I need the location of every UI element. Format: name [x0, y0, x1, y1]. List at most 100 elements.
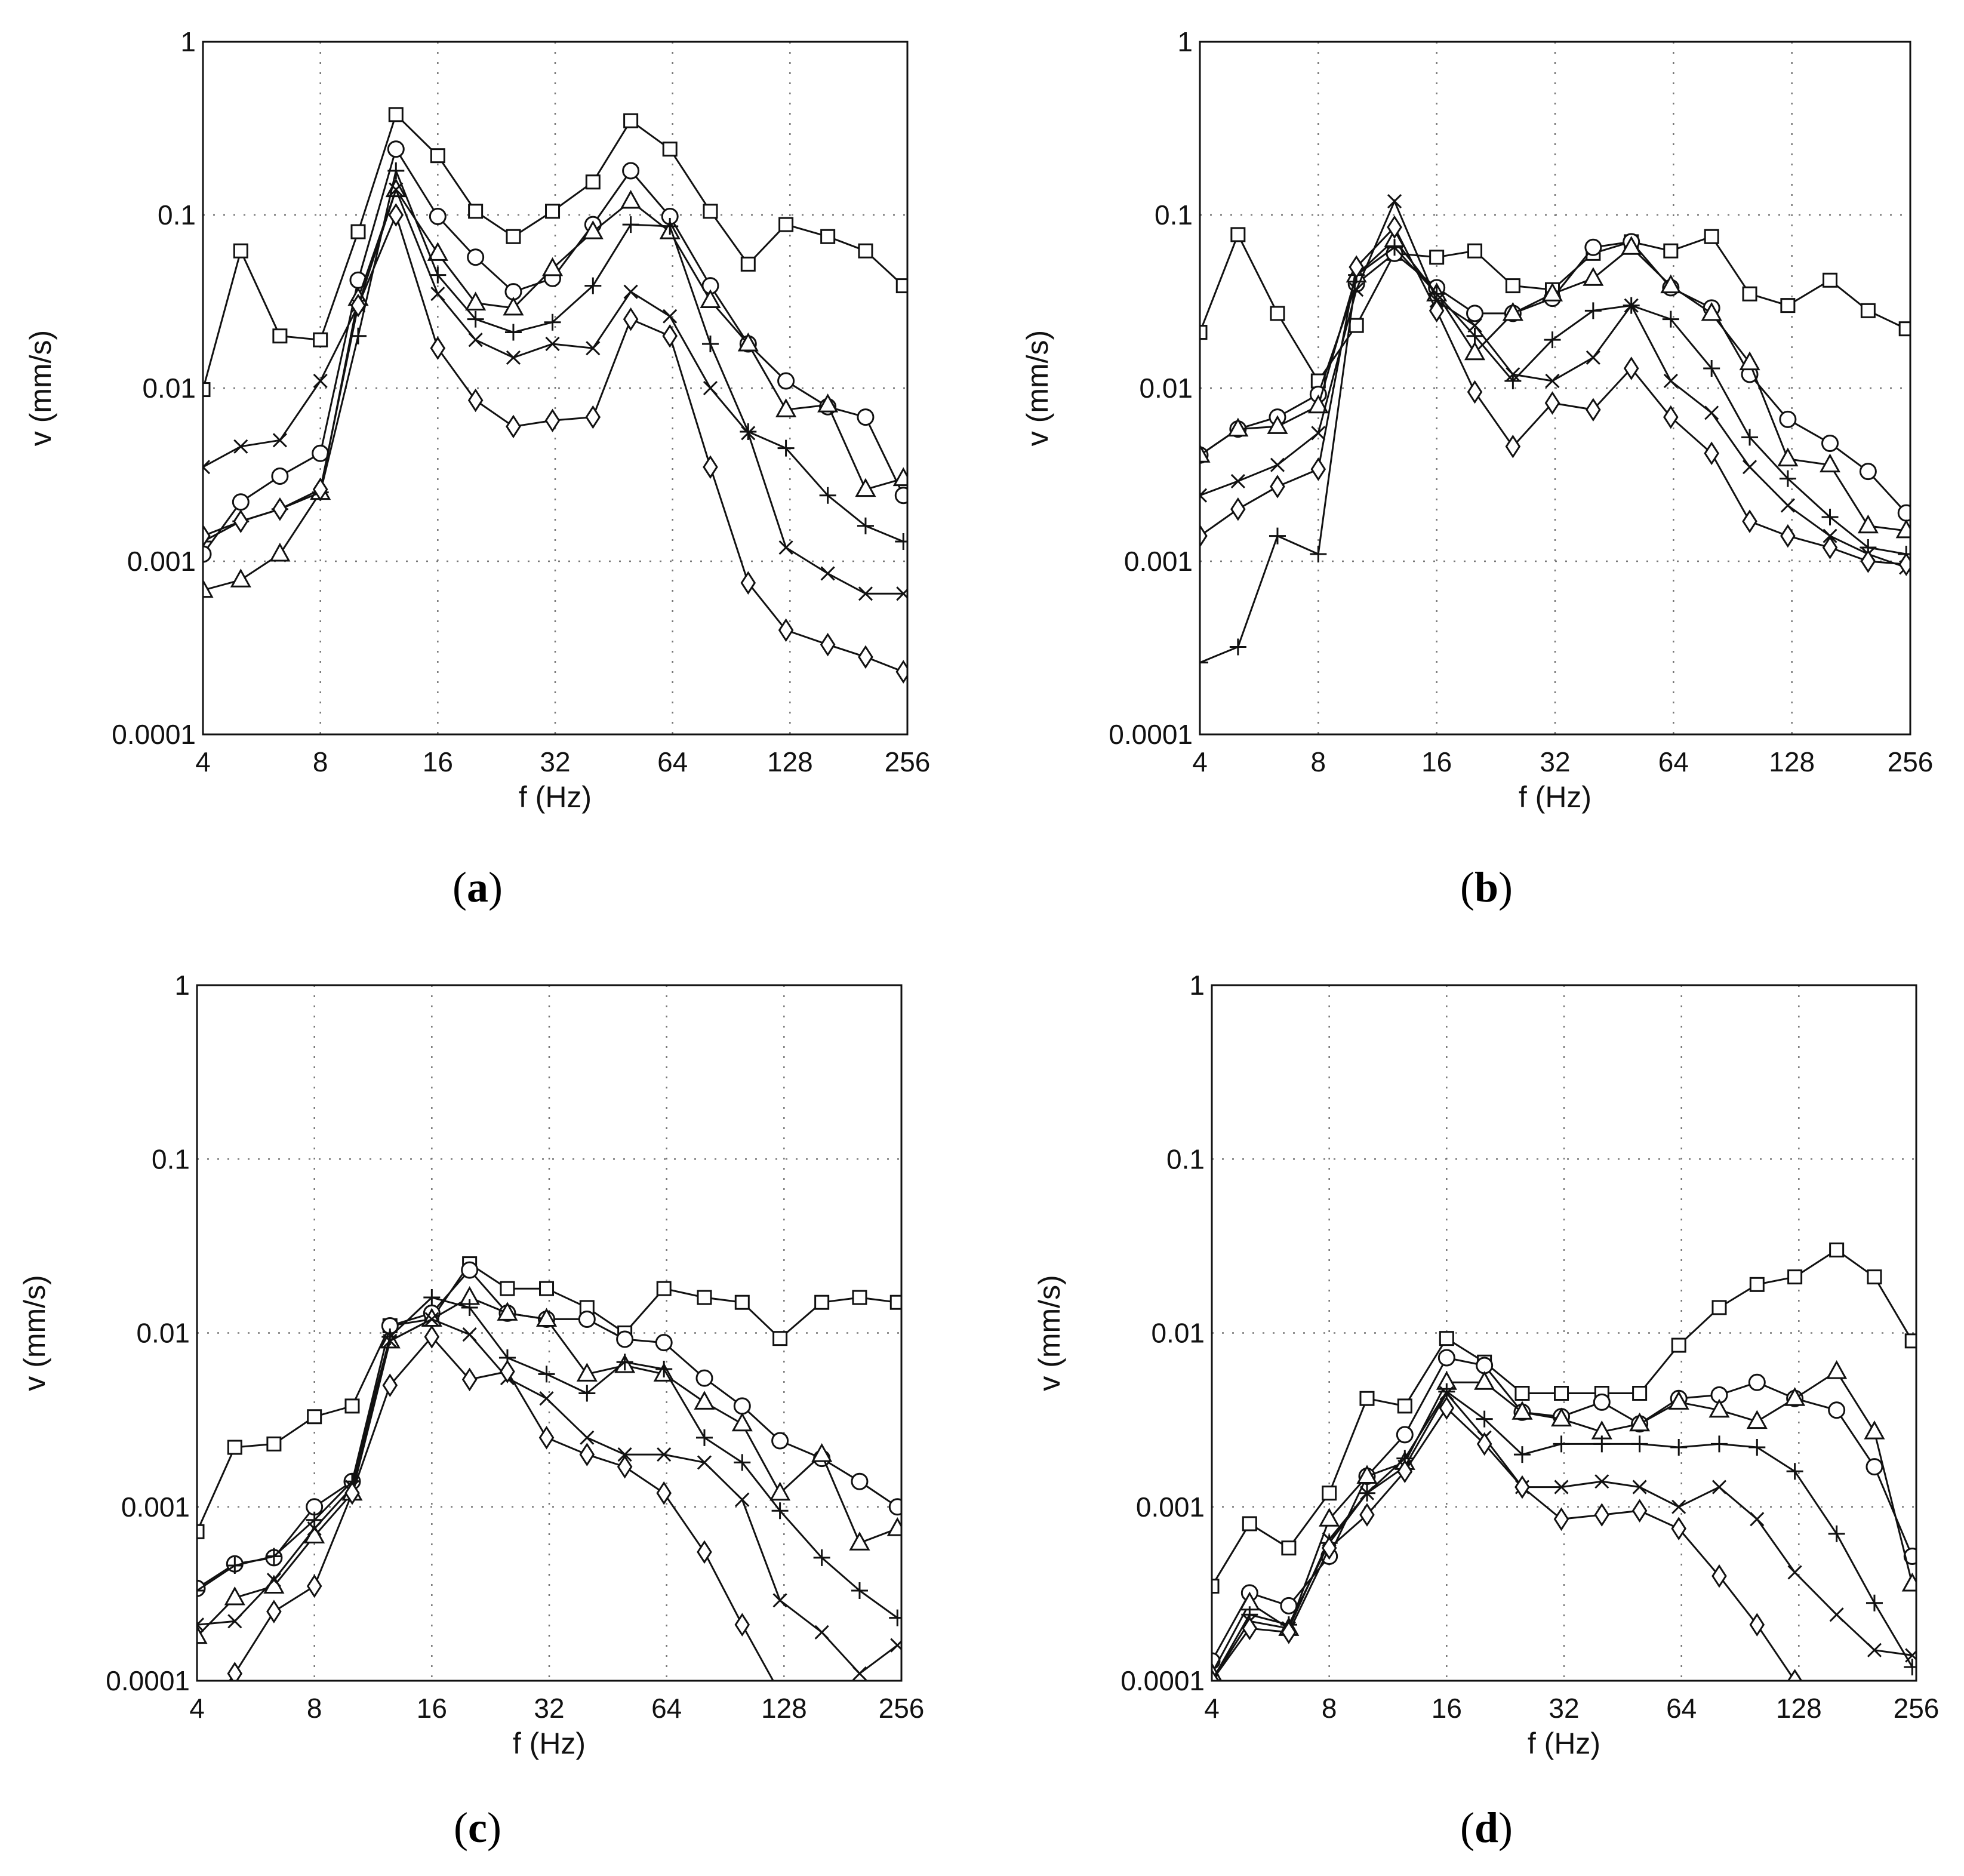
data-point-plus — [1269, 527, 1286, 545]
data-point-triangle — [427, 242, 448, 261]
data-point-plus — [197, 1582, 205, 1599]
x-axis-label: f (Hz) — [513, 1727, 586, 1760]
data-point-square — [1829, 1243, 1845, 1258]
panel-label-letter: b — [1474, 863, 1498, 911]
series-circle — [203, 140, 907, 563]
data-point-diamond — [1281, 1620, 1297, 1644]
data-point-diamond — [1704, 441, 1719, 466]
data-point-plus — [1821, 508, 1839, 525]
data-point-diamond — [306, 1574, 322, 1598]
data-point-plus — [1670, 1439, 1688, 1456]
data-point-x — [1704, 405, 1719, 420]
data-point-diamond — [1868, 1723, 1881, 1743]
data-point-triangle — [694, 1391, 715, 1410]
data-point-triangle — [1895, 519, 1910, 539]
data-point-diamond — [1711, 1564, 1727, 1588]
data-point-x — [1867, 1643, 1882, 1657]
x-tick-label: 64 — [1658, 746, 1689, 777]
data-point-triangle — [576, 1363, 598, 1382]
series-diamond — [1212, 1396, 1881, 1743]
data-point-x — [383, 1333, 398, 1348]
data-point-plus — [1386, 239, 1403, 256]
data-point-x — [307, 1521, 322, 1536]
data-point-diamond — [1321, 1536, 1337, 1560]
data-point-circle — [578, 1310, 596, 1328]
data-point-triangle — [1356, 1465, 1378, 1484]
data-point-plus — [203, 533, 211, 550]
y-tick-label: 1 — [1189, 970, 1205, 1001]
x-tick-label: 4 — [195, 746, 211, 777]
data-point-square — [1322, 1486, 1337, 1501]
x-tick-label: 256 — [1888, 746, 1934, 777]
data-point-square — [233, 243, 248, 259]
data-point-circle — [429, 208, 447, 226]
data-point-diamond — [656, 1481, 672, 1505]
data-point-square — [778, 217, 794, 232]
x-tick-label: 4 — [1192, 746, 1208, 777]
series-group — [1212, 1243, 1916, 1743]
data-point-square — [500, 1281, 515, 1296]
data-point-diamond — [778, 618, 794, 642]
data-point-diamond — [1898, 552, 1910, 576]
data-point-plus — [1662, 310, 1679, 328]
data-point-plus — [734, 1454, 751, 1471]
data-point-diamond — [538, 1426, 555, 1450]
panel-label: (b) — [1460, 863, 1513, 911]
data-point-diamond — [1623, 356, 1639, 380]
data-point-plus — [655, 1360, 673, 1377]
y-tick-label: 0.001 — [121, 1491, 190, 1523]
data-point-square — [1270, 306, 1285, 321]
x-tick-label: 64 — [1666, 1693, 1697, 1724]
data-point-triangle — [503, 296, 524, 316]
series-line — [203, 187, 904, 592]
data-point-square — [203, 382, 211, 398]
data-point-square — [1514, 1386, 1530, 1401]
series-line — [1200, 246, 1907, 664]
x-tick-label: 256 — [885, 746, 931, 777]
data-point-diamond — [820, 632, 836, 657]
data-point-diamond — [1310, 457, 1326, 481]
data-point-diamond — [1212, 1669, 1220, 1681]
y-tick-label: 0.0001 — [1109, 719, 1193, 750]
x-tick-label: 64 — [657, 746, 688, 777]
data-point-x — [313, 373, 328, 389]
data-point-diamond — [382, 1373, 398, 1397]
data-point-square — [1505, 278, 1520, 294]
data-point-circle — [232, 493, 250, 511]
data-point-diamond — [1242, 1616, 1258, 1641]
data-point-x — [1387, 193, 1402, 209]
data-point-square — [1904, 1333, 1916, 1349]
data-point-square — [814, 1294, 830, 1310]
data-point-square — [197, 1524, 205, 1539]
series-plus — [197, 1289, 901, 1626]
data-point-square — [1632, 1386, 1648, 1401]
data-point-x — [1439, 1386, 1454, 1401]
data-point-x — [890, 1638, 901, 1653]
data-point-circle — [271, 468, 289, 485]
series-line — [203, 187, 904, 595]
data-point-triangle — [1541, 282, 1563, 302]
data-point-triangle — [731, 1412, 753, 1432]
data-point-square — [852, 1290, 867, 1305]
data-point-diamond — [1230, 497, 1246, 521]
data-point-triangle — [1227, 417, 1249, 437]
data-point-square — [539, 1281, 555, 1296]
data-point-square — [585, 174, 601, 190]
data-point-plus — [1229, 638, 1246, 656]
data-point-plus — [461, 1299, 478, 1316]
data-point-square — [1467, 243, 1483, 259]
series-line — [197, 1296, 898, 1619]
data-point-diamond — [815, 1709, 829, 1730]
data-point-x — [657, 1447, 672, 1462]
data-point-square — [1860, 303, 1876, 318]
grid — [203, 42, 907, 734]
data-point-x — [1829, 1607, 1844, 1622]
x-tick-labels: 4 8 16 32 64 128 256 — [195, 746, 930, 777]
data-point-diamond — [1822, 536, 1838, 559]
data-point-x — [1270, 457, 1285, 472]
data-point-square — [895, 278, 907, 294]
data-point-triangle — [1512, 1401, 1533, 1420]
x-tick-label: 8 — [307, 1693, 322, 1724]
series-line — [1200, 232, 1907, 383]
data-point-diamond — [430, 336, 446, 360]
